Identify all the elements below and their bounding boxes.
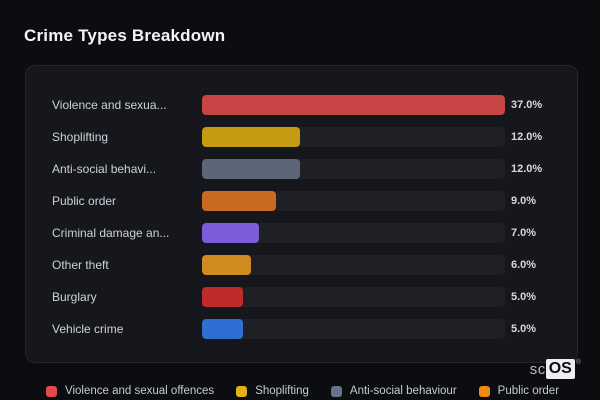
bar-row: Shoplifting 12.0% [52,127,551,147]
bar[interactable] [202,95,505,115]
bar-row: Vehicle crime 5.0% [52,319,551,339]
bar-track [202,287,505,307]
scos-logo-prefix: sc [529,360,546,378]
bar[interactable] [202,255,252,275]
category-label: Vehicle crime [52,322,124,336]
category-label: Anti-social behavi... [52,162,157,176]
bar-row: Violence and sexua... 37.0% [52,95,551,115]
chart-card: Violence and sexua... 37.0% Shoplifting … [25,65,578,363]
bar-chart: Violence and sexua... 37.0% Shoplifting … [52,95,551,339]
legend-swatch-icon [236,385,248,397]
value-label: 6.0% [511,259,537,271]
bar-track [202,127,505,147]
value-label: 5.0% [511,323,537,335]
bar-track [202,223,505,243]
bar[interactable] [202,319,243,339]
category-label: Criminal damage an... [52,226,170,240]
scos-logo-suffix: OS [545,359,575,379]
value-label: 9.0% [511,195,537,207]
bar-row: Anti-social behavi... 12.0% [52,159,551,179]
bar[interactable] [202,191,276,211]
legend-swatch-icon [330,385,342,397]
category-label: Burglary [52,290,97,304]
bar-track [202,191,505,211]
value-label: 7.0% [511,227,537,239]
legend-label: Public order [497,385,560,397]
category-label: Shoplifting [52,130,109,144]
category-label: Other theft [52,258,109,272]
legend-item[interactable]: Public order [478,385,560,397]
legend-item[interactable]: Anti-social behaviour [330,385,457,397]
page-title: Crime Types Breakdown [24,26,226,45]
legend: Violence and sexual offences Shoplifting… [46,385,559,397]
registered-mark-icon: ® [575,358,581,366]
bar-track [202,95,505,115]
bar-track [202,159,505,179]
value-label: 37.0% [511,99,543,111]
bar-row: Burglary 5.0% [52,287,551,307]
bar[interactable] [202,223,260,243]
legend-label: Anti-social behaviour [349,385,457,397]
bar-row: Criminal damage an... 7.0% [52,223,551,243]
value-label: 12.0% [511,163,543,175]
bar-track [202,255,505,275]
category-label: Violence and sexua... [52,98,167,112]
bar-track [202,319,505,339]
legend-item[interactable]: Shoplifting [236,385,309,397]
bar-row: Other theft 6.0% [52,255,551,275]
legend-label: Violence and sexual offences [65,385,215,397]
bar[interactable] [202,287,243,307]
legend-swatch-icon [46,385,57,397]
legend-swatch-icon [478,385,490,397]
scos-logo: sc OS ® [529,358,581,379]
value-label: 12.0% [511,131,543,143]
bar-row: Public order 9.0% [52,191,551,211]
bar[interactable] [202,159,301,179]
category-label: Public order [52,194,117,208]
legend-item[interactable]: Violence and sexual offences [46,385,214,397]
bar[interactable] [202,127,301,147]
value-label: 5.0% [511,291,537,303]
legend-label: Shoplifting [255,385,309,397]
